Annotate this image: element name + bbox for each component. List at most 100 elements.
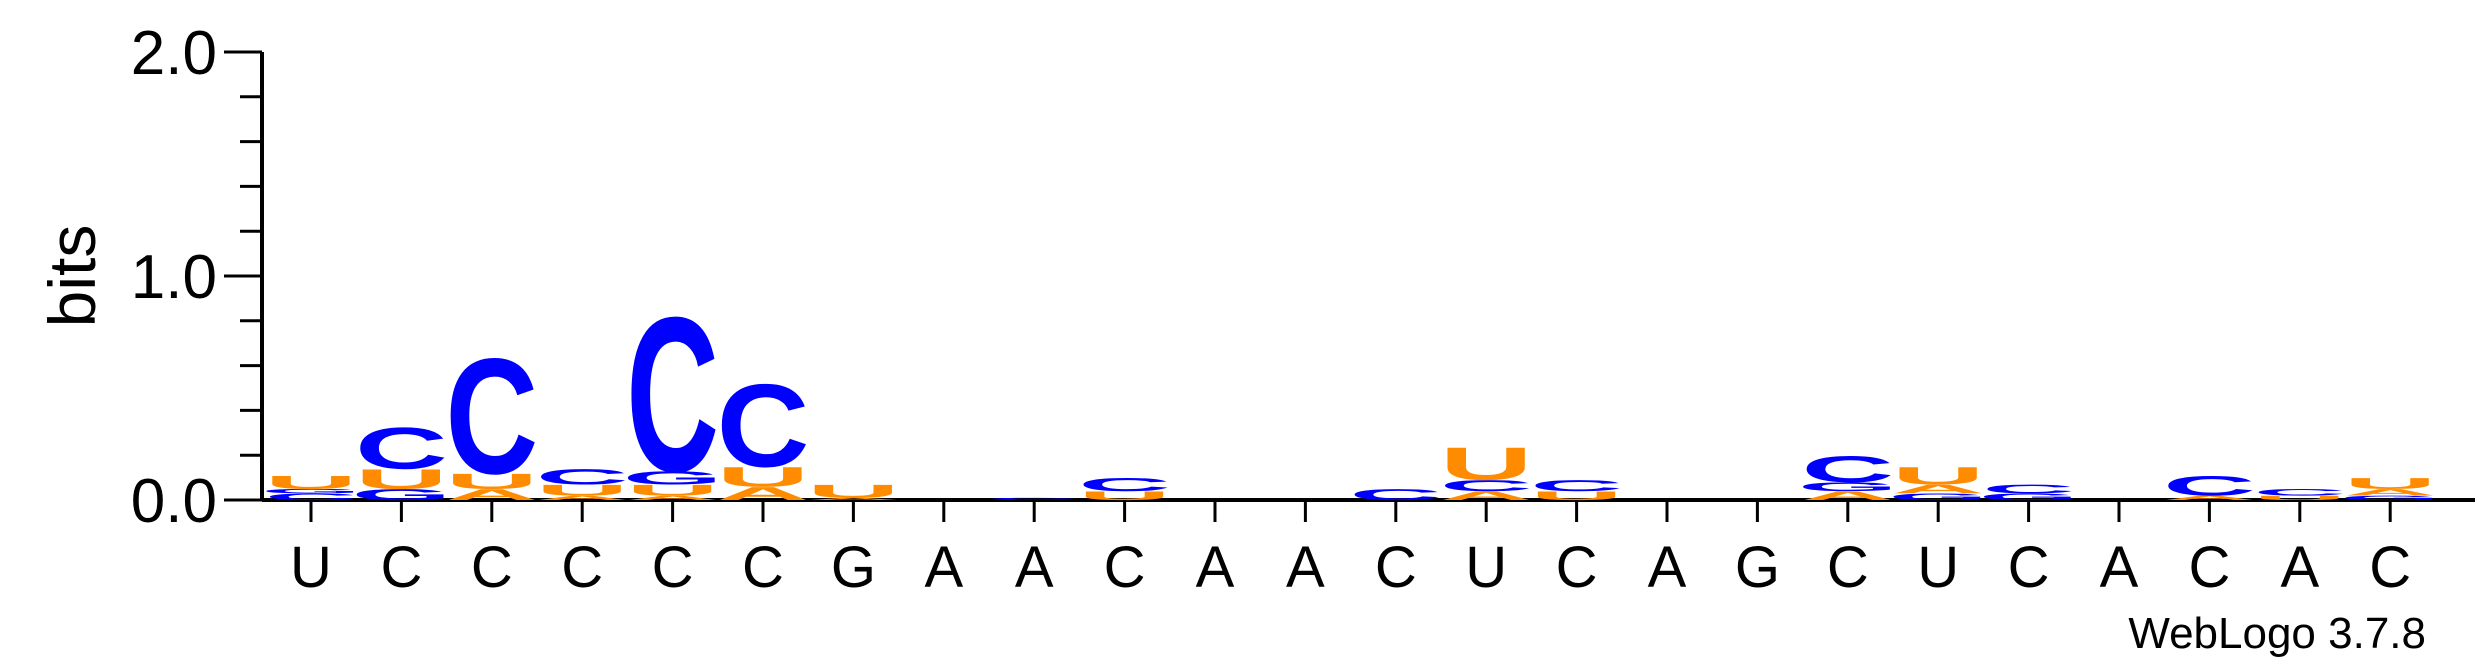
x-tick-label: U bbox=[1917, 535, 1959, 600]
logo-glyph: C bbox=[988, 497, 1081, 500]
x-tick-label: C bbox=[471, 535, 513, 600]
x-tick-label: A bbox=[1648, 535, 1687, 600]
logo-glyph: A bbox=[626, 494, 719, 501]
y-tick-label: 0.0 bbox=[131, 467, 217, 536]
logo-glyph: A bbox=[1440, 489, 1533, 503]
logo-glyph: A bbox=[717, 483, 810, 504]
logo-glyph: C bbox=[1530, 477, 1623, 494]
logo-glyph: U bbox=[1440, 438, 1533, 490]
logo-letter-C: C bbox=[1801, 449, 1894, 491]
x-tick-label: G bbox=[1735, 535, 1780, 600]
logo-letter-A: A bbox=[445, 486, 538, 503]
logo-letter-G: G bbox=[1979, 492, 2079, 502]
x-tick-label: C bbox=[1556, 535, 1598, 600]
logo-letter-G: G bbox=[623, 468, 723, 489]
logo-glyph: C bbox=[445, 325, 538, 509]
x-tick-label: C bbox=[1104, 535, 1146, 600]
x-tick-label: C bbox=[380, 535, 422, 600]
logo-letter-U: U bbox=[1530, 489, 1623, 503]
logo-glyph: C bbox=[355, 415, 448, 481]
logo-glyph: G bbox=[2340, 494, 2440, 501]
logo-glyph: U bbox=[807, 481, 900, 502]
y-ticks: 0.0 1.0 2.0 bbox=[131, 19, 262, 536]
logo-letter-U: U bbox=[355, 464, 448, 495]
logo-letter-G: G bbox=[1798, 480, 1898, 494]
logo-letter-G: G bbox=[2340, 494, 2440, 501]
x-tick-label: C bbox=[2369, 535, 2411, 600]
logo-glyph: A bbox=[536, 494, 629, 501]
logo-glyph: U bbox=[626, 482, 719, 499]
logo-letter-U: U bbox=[445, 469, 538, 493]
logo-letter-C: C bbox=[1078, 474, 1171, 495]
x-tick-label: A bbox=[1286, 535, 1325, 600]
x-tick-label: A bbox=[924, 535, 963, 600]
logo-glyph: U bbox=[1078, 489, 1171, 503]
logo-glyph: G bbox=[1798, 480, 1898, 494]
logo-letter-U: U bbox=[717, 461, 810, 492]
logo-letter-C: C bbox=[1349, 486, 1442, 503]
x-tick-label: A bbox=[2280, 535, 2319, 600]
logo-glyph: C bbox=[1440, 477, 1533, 494]
logo-glyph: C bbox=[2163, 470, 2256, 501]
logo-glyph: C bbox=[1982, 482, 2075, 496]
logo-letter-C: C bbox=[1982, 482, 2075, 496]
logo-letter-A: A bbox=[1440, 489, 1533, 503]
logo-glyph: C bbox=[1801, 449, 1894, 491]
logo-glyph: A bbox=[2344, 487, 2437, 497]
logo-glyph: G bbox=[1979, 492, 2079, 502]
logo-glyph: A bbox=[445, 486, 538, 503]
logo-letter-C: C bbox=[2253, 487, 2346, 497]
logo-glyph: U bbox=[536, 482, 629, 499]
logo-glyph: C bbox=[717, 360, 810, 492]
x-tick-label: C bbox=[2008, 535, 2050, 600]
logo-glyph: C bbox=[265, 492, 358, 502]
logo-glyph: A bbox=[807, 497, 900, 500]
logo-glyph: U bbox=[445, 469, 538, 493]
logo-letter-C: C bbox=[717, 360, 810, 492]
y-tick-label: 1.0 bbox=[131, 243, 217, 312]
x-tick-label: C bbox=[561, 535, 603, 600]
logo-letter-U: U bbox=[1892, 462, 1985, 490]
logo-letter-G: G bbox=[351, 486, 451, 503]
logo-letter-U: U bbox=[265, 472, 358, 493]
logo-letter-A: A bbox=[2344, 487, 2437, 497]
logo-glyph: G bbox=[1888, 492, 1988, 502]
logo-glyph: A bbox=[2163, 494, 2256, 501]
x-tick-label: G bbox=[831, 535, 876, 600]
x-tick-label: C bbox=[652, 535, 694, 600]
logo-glyph: U bbox=[717, 461, 810, 492]
logo-letter-A: A bbox=[536, 494, 629, 501]
logo-letter-U: U bbox=[1078, 489, 1171, 503]
logo-letter-A: A bbox=[626, 494, 719, 501]
logo-letter-U: U bbox=[807, 481, 900, 502]
logo-glyph: C bbox=[2253, 487, 2346, 497]
logo-letter-C: C bbox=[1530, 477, 1623, 494]
logo-glyph: G bbox=[261, 488, 361, 495]
logo-glyph: G bbox=[623, 468, 723, 489]
logo-glyph: A bbox=[1801, 489, 1894, 503]
logo-letter-A: A bbox=[717, 483, 810, 504]
logo-glyph: A bbox=[1892, 482, 1985, 496]
x-tick-label: C bbox=[742, 535, 784, 600]
logo-letter-C: C bbox=[536, 465, 629, 489]
logo-letter-C: C bbox=[1440, 477, 1533, 494]
logo-glyph: C bbox=[536, 465, 629, 489]
logo-glyph: U bbox=[2344, 475, 2437, 492]
credit-label: WebLogo 3.7.8 bbox=[2128, 609, 2426, 658]
logo-letter-A: A bbox=[807, 497, 900, 500]
x-tick-label: U bbox=[290, 535, 332, 600]
logo-letter-C: C bbox=[626, 272, 719, 519]
logo-glyph: U bbox=[1530, 489, 1623, 503]
x-tick-label: A bbox=[2100, 535, 2139, 600]
logo-glyph: U bbox=[2253, 494, 2346, 501]
logo-letter-C: C bbox=[265, 492, 358, 502]
logo-letter-U: U bbox=[626, 482, 719, 499]
logo-letter-A: A bbox=[1801, 489, 1894, 503]
logo-glyph: C bbox=[626, 272, 719, 519]
logo-glyph: U bbox=[265, 472, 358, 493]
x-tick-label: C bbox=[1827, 535, 1869, 600]
logo-letter-U: U bbox=[536, 482, 629, 499]
logo-letter-G: G bbox=[1888, 492, 1988, 502]
